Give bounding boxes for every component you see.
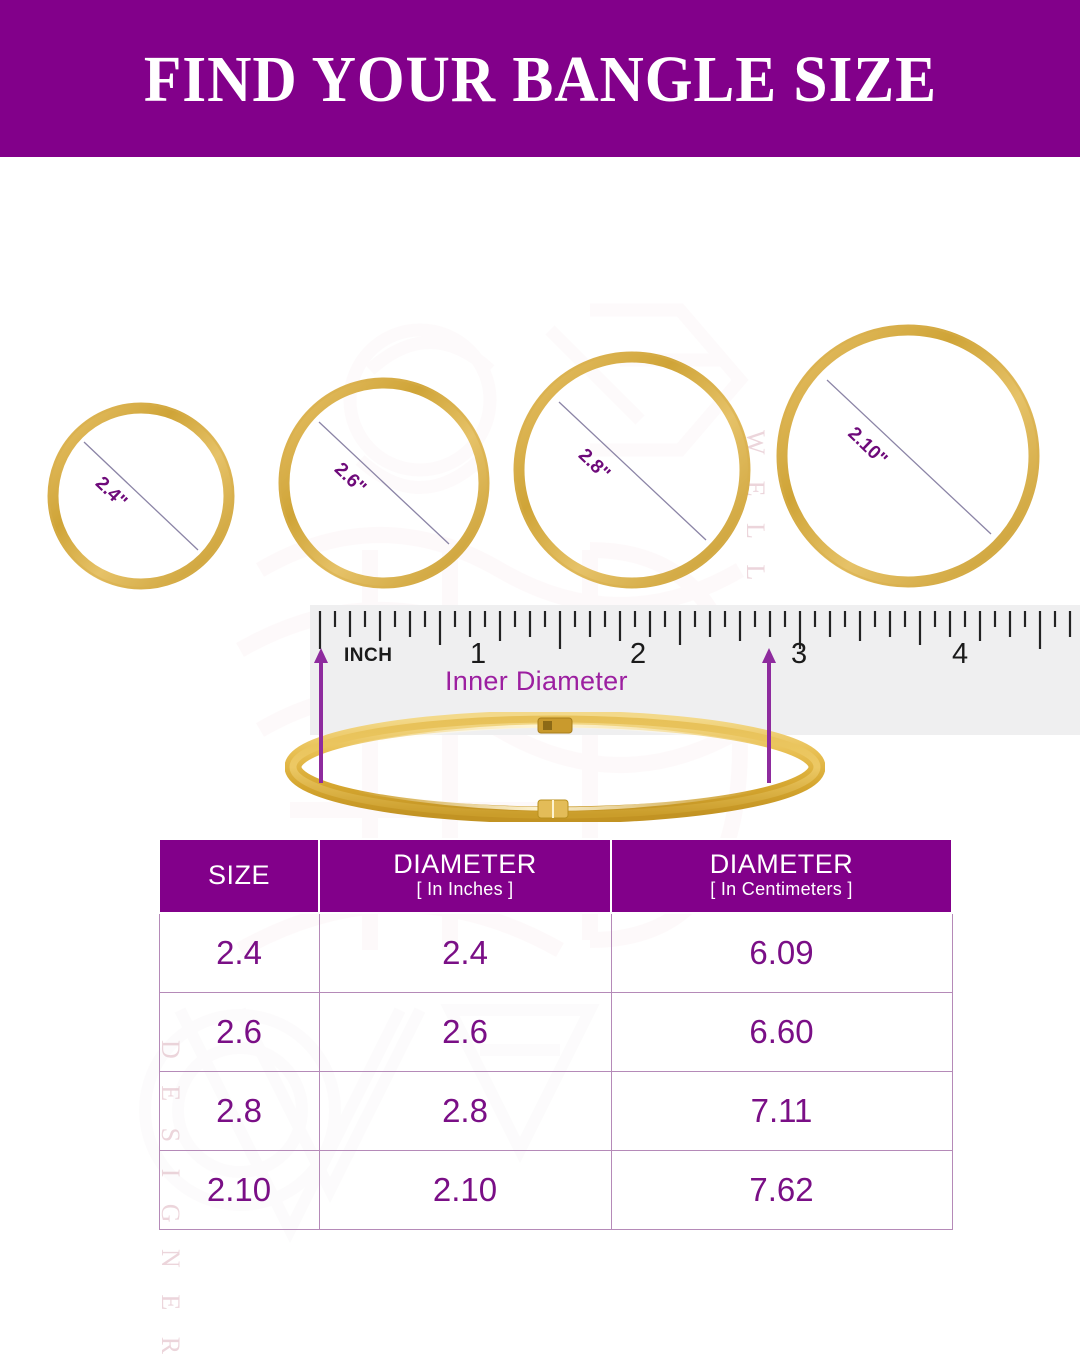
bangle-circle-2-4: 2.4" [45, 400, 235, 590]
bangle-circle-2-6: 2.6" [275, 374, 491, 590]
table-row: 2.4 2.4 6.09 [158, 912, 953, 994]
table-header-row: SIZE DIAMETER [ In Inches ] DIAMETER [ I… [158, 837, 953, 915]
ruler-number-2: 2 [630, 638, 647, 670]
table-header-inches-unit: [ In Inches ] [416, 879, 514, 900]
ruler-tick-marks [318, 611, 1072, 649]
cell-size: 2.6 [158, 992, 320, 1073]
ruler-number-4: 4 [952, 638, 969, 670]
ruler-number-1: 1 [470, 638, 487, 670]
table-row: 2.8 2.8 7.11 [158, 1071, 953, 1152]
cell-centimeters: 6.09 [610, 912, 953, 994]
cell-centimeters: 7.62 [610, 1150, 953, 1231]
ruler-panel: INCH 1 2 3 4 [310, 605, 1080, 735]
cell-inches: 2.6 [318, 992, 612, 1073]
measure-arrow-left [314, 648, 328, 783]
bangle-size-table: SIZE DIAMETER [ In Inches ] DIAMETER [ I… [158, 837, 953, 1231]
cell-size: 2.8 [158, 1071, 320, 1152]
table-header-size: SIZE [158, 837, 320, 915]
table-header-cm-unit: [ In Centimeters ] [710, 879, 853, 900]
bangle-circles-row: 2.4" 2.6" [0, 300, 1080, 600]
inner-diameter-caption: Inner Diameter [445, 666, 628, 696]
table-row: 2.10 2.10 7.62 [158, 1150, 953, 1231]
cell-inches: 2.10 [318, 1150, 612, 1231]
measure-arrow-right [762, 648, 776, 783]
header-banner: FIND YOUR BANGLE SIZE [0, 0, 1080, 157]
table-header-size-label: SIZE [207, 860, 270, 890]
table-header-inches: DIAMETER [ In Inches ] [318, 837, 612, 915]
page-title: FIND YOUR BANGLE SIZE [143, 42, 937, 116]
table-row: 2.6 2.6 6.60 [158, 992, 953, 1073]
table-header-inches-label: DIAMETER [393, 849, 537, 879]
bangle-circle-2-10: 2.10" [772, 320, 1042, 590]
bangle-product-photo [285, 712, 825, 822]
cell-size: 2.10 [158, 1150, 320, 1231]
cell-centimeters: 6.60 [610, 992, 953, 1073]
ruler-number-3: 3 [791, 638, 808, 670]
cell-size: 2.4 [158, 912, 320, 994]
cell-centimeters: 7.11 [610, 1071, 953, 1152]
cell-inches: 2.4 [318, 912, 612, 994]
cell-inches: 2.8 [318, 1071, 612, 1152]
table-header-centimeters: DIAMETER [ In Centimeters ] [610, 837, 953, 915]
ruler-unit-label: INCH [344, 645, 393, 666]
table-header-cm-label: DIAMETER [709, 849, 854, 879]
bangle-circle-2-8: 2.8" [510, 348, 752, 590]
